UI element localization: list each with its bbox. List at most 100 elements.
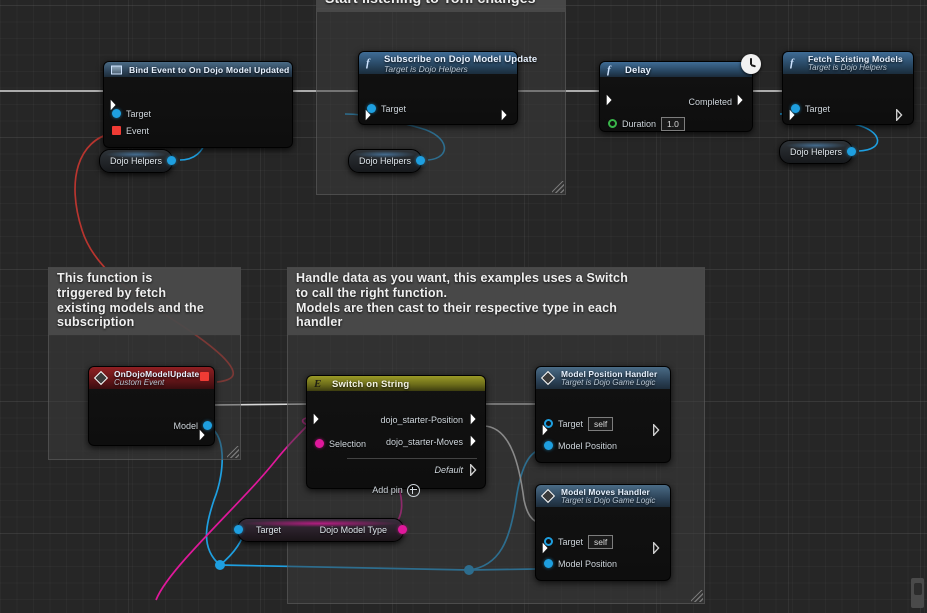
node-header: E Switch on String: [307, 376, 485, 391]
pin-row-model-position[interactable]: Model Position: [536, 555, 670, 572]
exec-out-case-1-pin[interactable]: [470, 435, 479, 447]
node-body: Target self Model Position: [536, 415, 670, 454]
node-title: OnDojoModelUpdate: [114, 369, 200, 379]
exec-in-pin[interactable]: [110, 99, 119, 111]
node-model-moves-handler[interactable]: Model Moves Handler Target is Dojo Game …: [535, 484, 671, 581]
node-body: Target Event: [104, 77, 382, 139]
model-position-pin[interactable]: [544, 559, 553, 568]
node-fetch-existing-models[interactable]: f Fetch Existing Models Target is Dojo H…: [782, 51, 914, 125]
duration-pin[interactable]: [608, 119, 617, 128]
exec-out-case-0-pin[interactable]: [470, 413, 479, 425]
pin-row-model-position[interactable]: Model Position: [536, 437, 670, 454]
pin-row-model[interactable]: Model: [89, 417, 214, 434]
node-switch-on-string[interactable]: E Switch on String dojo_starter-Position…: [306, 375, 486, 497]
exec-out-pin[interactable]: [653, 542, 662, 554]
node-on-dojo-model-update[interactable]: OnDojoModelUpdate Custom Event Model: [88, 366, 215, 446]
pin-label: Duration: [622, 118, 657, 129]
duration-value-field[interactable]: 1.0: [661, 116, 685, 131]
add-pin-button[interactable]: Add pin: [307, 481, 485, 499]
comment-title: Start listening to Torii changes: [316, 0, 566, 12]
node-dojo-model-type[interactable]: Target Dojo Model Type: [234, 518, 407, 542]
pin-label: Event: [126, 125, 150, 136]
pin-row-target[interactable]: Target: [359, 100, 517, 117]
node-dojo-helpers-1[interactable]: Dojo Helpers: [99, 149, 177, 173]
exec-in-pin[interactable]: [542, 424, 551, 436]
node-body: Completed Duration 1.0: [600, 77, 752, 132]
pin-row-completed[interactable]: Completed: [600, 77, 752, 110]
pill-label: Dojo Helpers: [359, 156, 412, 166]
exec-out-pin[interactable]: [501, 109, 510, 121]
pin-label: Target: [805, 103, 831, 114]
model-out-pin[interactable]: [203, 421, 212, 430]
node-subtitle: Custom Event: [114, 378, 165, 387]
event-delegate-out-pin[interactable]: [200, 372, 209, 381]
function-icon: f: [366, 57, 370, 69]
case-label: dojo_starter-Moves: [385, 436, 463, 447]
target-value-field[interactable]: self: [588, 534, 614, 549]
exec-out-default-pin[interactable]: [470, 464, 479, 476]
dojo-model-type-label: Dojo Model Type: [319, 525, 387, 535]
pin-label: Model Position: [558, 558, 618, 569]
exec-out-completed-pin[interactable]: [737, 94, 746, 106]
exec-in-pin[interactable]: [789, 109, 798, 121]
enum-switch-icon: E: [314, 377, 322, 390]
pin-label: Target: [126, 108, 152, 119]
plus-icon[interactable]: [406, 483, 420, 497]
pin-row-duration[interactable]: Duration 1.0: [600, 115, 752, 132]
target-pin[interactable]: [544, 419, 553, 428]
node-body: dojo_starter-Position Selection dojo_sta…: [307, 391, 485, 499]
dojo-model-type-out-pin[interactable]: [398, 525, 407, 534]
node-header: Model Moves Handler Target is Dojo Game …: [536, 485, 670, 507]
pin-label: Target: [381, 103, 407, 114]
exec-out-pin[interactable]: [653, 424, 662, 436]
function-icon: f: [607, 63, 611, 76]
target-pin[interactable]: [367, 104, 376, 113]
dojo-helpers-out-pin[interactable]: [167, 156, 177, 165]
pin-row-target[interactable]: Target: [104, 105, 292, 122]
node-title: Delay: [625, 65, 652, 76]
node-delay[interactable]: f Delay Completed Duration 1.0: [599, 54, 761, 132]
node-subscribe-on-dojo-model-update[interactable]: f Subscribe on Dojo Model Update Target …: [358, 51, 537, 125]
target-value-field[interactable]: self: [588, 416, 614, 431]
pin-row-selection[interactable]: Selection: [307, 435, 366, 452]
event-delegate-pin[interactable]: [112, 126, 121, 135]
resize-grip-icon[interactable]: [691, 590, 703, 602]
node-dojo-helpers-2[interactable]: Dojo Helpers: [348, 149, 426, 173]
resize-grip-icon[interactable]: [552, 181, 564, 193]
comment-title: This function is triggered by fetch exis…: [48, 267, 241, 335]
pill-glow: [244, 520, 397, 527]
pin-label: Completed: [688, 96, 732, 107]
scrollbar-thumb[interactable]: [914, 583, 922, 595]
pill-glow: [786, 142, 847, 149]
selection-pin[interactable]: [315, 439, 324, 448]
comment-triggered-note[interactable]: This function is triggered by fetch exis…: [48, 267, 241, 460]
exec-out-pin[interactable]: [896, 109, 905, 121]
pin-row-case-0[interactable]: dojo_starter-Position: [307, 391, 485, 428]
dojo-helpers-out-pin[interactable]: [847, 147, 857, 156]
exec-in-pin[interactable]: [542, 542, 551, 554]
target-pin[interactable]: [112, 109, 121, 118]
exec-in-pin[interactable]: [365, 109, 374, 121]
exec-in-pin[interactable]: [606, 94, 615, 106]
dojo-helpers-out-pin[interactable]: [416, 156, 426, 165]
node-dojo-helpers-3[interactable]: Dojo Helpers: [779, 140, 857, 164]
exec-in-pin[interactable]: [313, 413, 322, 425]
node-model-position-handler[interactable]: Model Position Handler Target is Dojo Ga…: [535, 366, 671, 463]
target-pin[interactable]: [791, 104, 800, 113]
pin-row-target[interactable]: Target self: [536, 415, 670, 432]
target-in-pin[interactable]: [234, 525, 243, 534]
node-bind-event-to-on-dojo-model-updated[interactable]: Bind Event to On Dojo Model Updated Targ…: [103, 61, 382, 148]
pin-row-case-1[interactable]: dojo_starter-Moves: [307, 428, 485, 450]
pin-row-target[interactable]: Target: [783, 100, 913, 117]
default-label: Default: [434, 464, 463, 475]
pin-row-default[interactable]: Default: [307, 461, 485, 478]
model-position-pin[interactable]: [544, 441, 553, 450]
exec-out-pin[interactable]: [199, 429, 208, 441]
target-pin[interactable]: [544, 537, 553, 546]
case-label: dojo_starter-Position: [380, 414, 463, 425]
resize-grip-icon[interactable]: [227, 446, 239, 458]
pin-row-event[interactable]: Event: [104, 122, 292, 139]
pin-row-target[interactable]: Target self: [536, 533, 670, 550]
node-title: Bind Event to On Dojo Model Updated: [129, 65, 290, 75]
